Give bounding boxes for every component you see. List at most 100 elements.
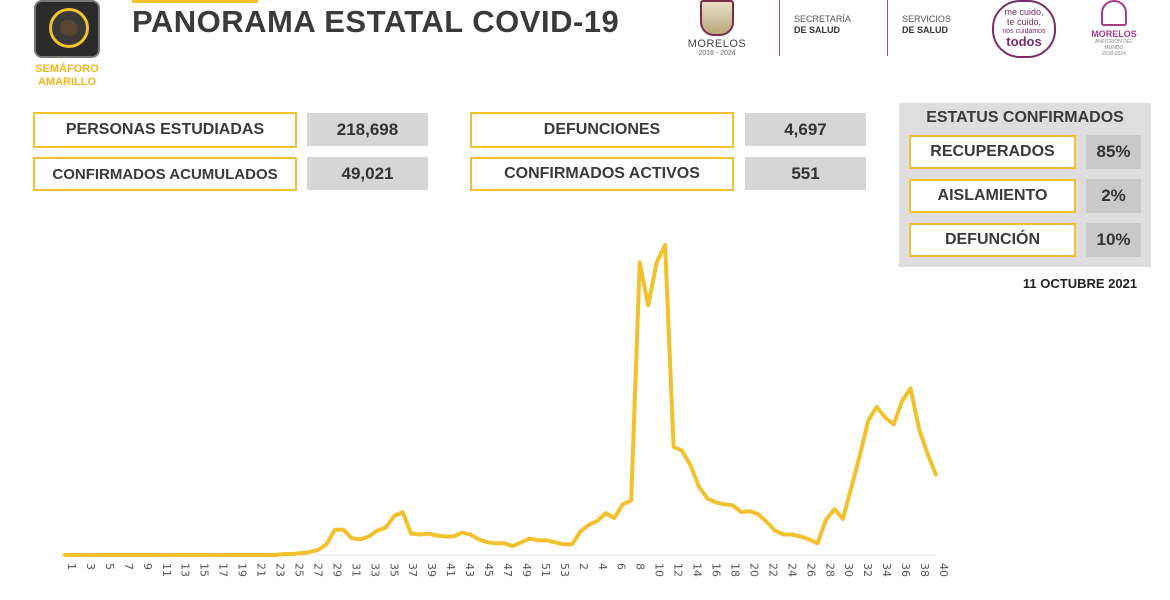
data-point bbox=[468, 533, 472, 536]
servicios-logo: SERVICIOS DE SALUD bbox=[902, 14, 951, 36]
x-tick-label: 11 bbox=[160, 563, 173, 577]
data-point bbox=[71, 553, 74, 557]
data-point bbox=[875, 405, 879, 409]
divider bbox=[779, 0, 780, 56]
data-point bbox=[350, 536, 354, 540]
flower-icon bbox=[1101, 0, 1127, 26]
x-tick-label: 28 bbox=[823, 563, 836, 577]
x-tick-label: 38 bbox=[918, 563, 931, 577]
defuncion-value: 10% bbox=[1086, 223, 1141, 257]
x-tick-label: 13 bbox=[179, 563, 192, 577]
x-tick-label: 26 bbox=[804, 563, 817, 577]
shield-icon bbox=[700, 0, 734, 36]
x-tick-label: 41 bbox=[444, 563, 457, 577]
data-point bbox=[316, 548, 320, 552]
data-point bbox=[333, 528, 337, 532]
data-point bbox=[705, 497, 709, 500]
data-point bbox=[494, 541, 498, 545]
data-point bbox=[545, 538, 549, 542]
data-point bbox=[443, 535, 447, 538]
status-title: ESTATUS CONFIRMADOS bbox=[926, 109, 1124, 126]
data-point bbox=[731, 503, 735, 507]
aislamiento-value: 2% bbox=[1086, 179, 1141, 213]
x-tick-label: 51 bbox=[539, 563, 552, 577]
x-tick-label: 25 bbox=[293, 563, 306, 577]
data-point bbox=[189, 553, 193, 557]
personas-value: 218,698 bbox=[307, 113, 428, 146]
data-point bbox=[409, 532, 413, 536]
data-point bbox=[240, 553, 244, 557]
data-point bbox=[536, 538, 540, 542]
report-date: 11 OCTUBRE 2021 bbox=[1022, 276, 1138, 291]
todos-line1: me cuido, bbox=[1004, 7, 1044, 17]
data-point bbox=[155, 553, 159, 557]
data-point bbox=[87, 553, 91, 557]
x-tick-label: 16 bbox=[710, 563, 723, 577]
x-tick-label: 31 bbox=[349, 563, 362, 577]
secretaria-line1: SECRETARÍA bbox=[794, 14, 851, 24]
data-point bbox=[113, 553, 117, 557]
data-point bbox=[799, 535, 802, 538]
servicios-line2: DE SALUD bbox=[902, 25, 949, 35]
data-point bbox=[824, 518, 828, 522]
data-point bbox=[231, 553, 235, 557]
x-tick-label: 19 bbox=[236, 563, 249, 577]
data-point bbox=[121, 553, 125, 557]
data-point bbox=[367, 535, 371, 538]
secretaria-logo: SECRETARÍA DE SALUD bbox=[794, 14, 851, 36]
x-tick-label: 1 bbox=[65, 563, 78, 570]
data-point bbox=[358, 537, 362, 541]
x-tick-label: 35 bbox=[387, 563, 400, 577]
morelos-years: 2018 - 2024 bbox=[698, 50, 736, 57]
data-point bbox=[587, 523, 591, 527]
data-point bbox=[62, 553, 66, 557]
data-point bbox=[485, 540, 489, 544]
defunciones-label: DEFUNCIONES bbox=[470, 112, 734, 148]
x-tick-label: 6 bbox=[615, 563, 628, 570]
data-point bbox=[714, 500, 718, 504]
x-tick-label: 47 bbox=[501, 563, 514, 577]
data-point bbox=[900, 399, 904, 403]
data-point bbox=[765, 520, 769, 524]
data-point bbox=[773, 529, 777, 533]
morelos2-sub: ANFITRIÓN DEL MUNDO bbox=[1094, 39, 1134, 51]
data-point bbox=[147, 553, 151, 557]
x-tick-label: 5 bbox=[103, 563, 116, 570]
confirmados-label: CONFIRMADOS ACUMULADOS bbox=[33, 157, 297, 191]
morelos2-name: MORELOS bbox=[1091, 29, 1137, 39]
data-point bbox=[697, 485, 701, 489]
morelos-logo: MORELOS 2018 - 2024 bbox=[686, 0, 748, 57]
data-point bbox=[96, 553, 100, 557]
x-tick-label: 23 bbox=[274, 563, 287, 577]
morelos-name: MORELOS bbox=[687, 38, 747, 50]
x-tick-label: 33 bbox=[368, 563, 381, 577]
x-tick-label: 7 bbox=[122, 563, 135, 570]
data-point bbox=[308, 550, 311, 554]
x-tick-label: 40 bbox=[937, 563, 950, 577]
data-point bbox=[917, 427, 921, 431]
data-point bbox=[502, 541, 506, 545]
data-point bbox=[164, 553, 168, 557]
morelos-flower-logo: MORELOS ANFITRIÓN DEL MUNDO 2018-2024 bbox=[1086, 0, 1142, 57]
data-point bbox=[570, 542, 574, 546]
data-point bbox=[418, 533, 422, 536]
activos-label: CONFIRMADOS ACTIVOS bbox=[470, 157, 734, 191]
x-tick-label: 20 bbox=[747, 563, 760, 577]
data-point bbox=[790, 533, 794, 536]
data-point bbox=[816, 541, 819, 545]
data-point bbox=[206, 553, 210, 557]
x-tick-label: 18 bbox=[729, 563, 742, 577]
x-tick-label: 22 bbox=[766, 563, 779, 577]
servicios-line1: SERVICIOS bbox=[902, 14, 951, 24]
data-point bbox=[689, 463, 692, 467]
semaforo-label: SEMÁFORO AMARILLO bbox=[35, 63, 99, 88]
data-point bbox=[858, 454, 862, 458]
data-point bbox=[604, 511, 608, 515]
series-line bbox=[64, 243, 938, 557]
x-tick-label: 32 bbox=[861, 563, 874, 577]
data-point bbox=[832, 507, 836, 511]
x-tick-label: 29 bbox=[330, 563, 343, 577]
data-point bbox=[79, 553, 83, 557]
x-tick-label: 36 bbox=[899, 563, 912, 577]
data-point bbox=[553, 540, 557, 544]
